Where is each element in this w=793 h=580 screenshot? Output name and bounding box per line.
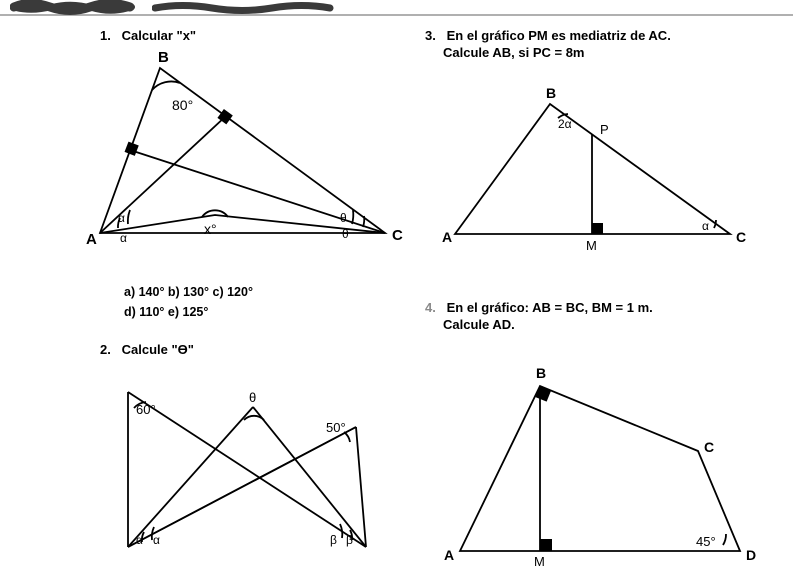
header-scribble-1 bbox=[10, 0, 140, 16]
p1-label-t2: θ bbox=[342, 227, 349, 241]
p1-label-A: A bbox=[86, 231, 97, 248]
p3-title-text: En el gráfico PM es mediatriz de AC. bbox=[447, 28, 671, 43]
p3-label-C: C bbox=[736, 229, 746, 245]
p3-label-P: P bbox=[600, 122, 609, 137]
p1-choices-line2: d) 110° e) 125° bbox=[124, 302, 253, 322]
p2-label-theta: θ bbox=[249, 390, 256, 405]
p1-label-B: B bbox=[158, 49, 169, 66]
p1-label-80: 80° bbox=[172, 97, 193, 113]
p1-choices-line1: a) 140° b) 130° c) 120° bbox=[124, 282, 253, 302]
p2-label-50: 50° bbox=[326, 420, 346, 435]
p4-label-D: D bbox=[746, 547, 756, 563]
p2-label-a1: α bbox=[136, 533, 143, 547]
p2-title: 2. Calcule "Ө" bbox=[100, 342, 420, 357]
p3-title: 3. En el gráfico PM es mediatriz de AC. bbox=[425, 28, 765, 43]
p4-title: 4. En el gráfico: AB = BC, BM = 1 m. bbox=[425, 300, 765, 315]
p1-label-t1: θ bbox=[340, 211, 347, 225]
p2-figure: 60° θ 50° α α β β bbox=[98, 372, 398, 562]
p2-title-text: Calcule "Ө" bbox=[122, 342, 194, 357]
p4-label-A: A bbox=[444, 547, 454, 563]
p4-label-B: B bbox=[536, 365, 546, 381]
p3-label-A: A bbox=[442, 229, 452, 245]
p1-title: 1. Calcular "x" bbox=[100, 28, 420, 43]
p2-label-a2: α bbox=[153, 533, 160, 547]
p1-title-text: Calcular "x" bbox=[122, 28, 196, 43]
p3-label-M: M bbox=[586, 238, 597, 253]
p3-subtitle: Calcule AB, si PC = 8m bbox=[443, 45, 765, 60]
p2-number: 2. bbox=[100, 342, 118, 357]
p4-number: 4. bbox=[425, 300, 443, 315]
p2-label-60: 60° bbox=[136, 402, 156, 417]
p3-label-B: B bbox=[546, 85, 556, 101]
p1-label-a2: α bbox=[120, 231, 127, 245]
p4-label-45: 45° bbox=[696, 534, 716, 549]
p3-label-alpha: α bbox=[702, 219, 709, 233]
p4-label-M: M bbox=[534, 554, 545, 566]
p4-subtitle: Calcule AD. bbox=[443, 317, 765, 332]
p1-figure: B A C 80° x° α α θ θ bbox=[80, 48, 410, 258]
p4-label-C: C bbox=[704, 439, 714, 455]
p3-figure: B A C M P 2α α bbox=[440, 84, 750, 254]
p1-label-C: C bbox=[392, 227, 403, 244]
p4-figure: B C A D M 45° bbox=[440, 356, 760, 566]
p2-label-b2: β bbox=[346, 533, 353, 547]
header-scribble-2 bbox=[152, 0, 337, 16]
p1-number: 1. bbox=[100, 28, 118, 43]
p3-label-2a: 2α bbox=[558, 117, 572, 131]
p1-label-x: x° bbox=[204, 221, 217, 237]
p4-title-text: En el gráfico: AB = BC, BM = 1 m. bbox=[447, 300, 653, 315]
p1-label-a1: α bbox=[118, 211, 125, 225]
p3-number: 3. bbox=[425, 28, 443, 43]
p2-label-b1: β bbox=[330, 533, 337, 547]
